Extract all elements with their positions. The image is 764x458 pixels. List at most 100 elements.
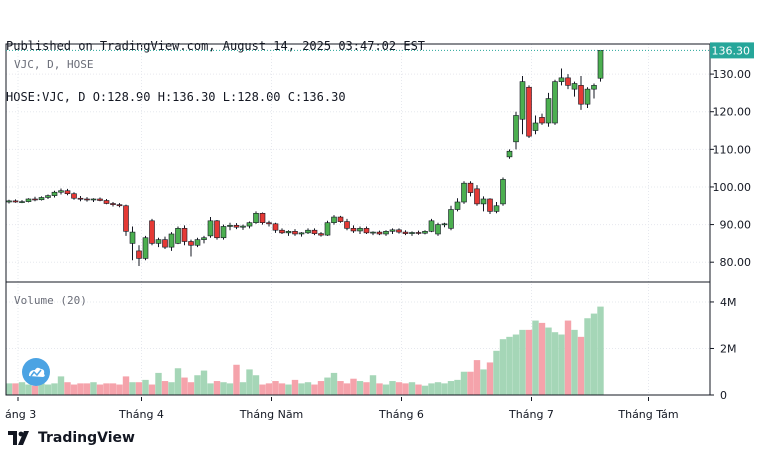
volume-bar xyxy=(51,383,58,395)
volume-bar xyxy=(90,382,97,395)
candle-up xyxy=(454,201,461,210)
volume-bar xyxy=(493,350,500,395)
candle-up xyxy=(383,231,389,235)
candle-down xyxy=(181,228,188,242)
volume-bar xyxy=(389,381,396,395)
candle-down xyxy=(12,200,19,203)
volume-bar xyxy=(441,383,448,395)
candle-up xyxy=(324,222,331,236)
candle-up xyxy=(168,233,175,248)
candle-up xyxy=(506,150,513,158)
volume-bar xyxy=(83,383,91,395)
volume-bar xyxy=(207,383,214,395)
candle-down xyxy=(259,212,266,223)
last-price-label: 136.30 xyxy=(712,44,751,57)
candle-down xyxy=(565,77,571,86)
candlesticks xyxy=(6,50,604,266)
candle-up xyxy=(513,115,519,143)
candle-up xyxy=(38,197,45,201)
candle-up xyxy=(519,81,526,120)
volume-bar xyxy=(285,384,292,395)
plot-border xyxy=(5,43,711,396)
last-price-badge xyxy=(710,42,754,59)
candle-up xyxy=(285,231,292,234)
candle-down xyxy=(162,239,168,248)
volume-bar xyxy=(395,382,403,395)
tradingview-cloud-icon[interactable] xyxy=(22,358,50,386)
symbol-legend: VJC, D, HOSE xyxy=(14,58,93,71)
volume-bar xyxy=(181,377,188,395)
candle-up xyxy=(207,220,214,237)
volume-bar xyxy=(577,336,585,395)
candle-down xyxy=(363,228,370,234)
candle-up xyxy=(545,98,552,124)
candle-up xyxy=(51,191,58,196)
candle-up xyxy=(571,83,578,90)
candle-up xyxy=(558,77,565,82)
volume-bar xyxy=(259,384,266,395)
volume-bar xyxy=(122,376,130,395)
volume-bar xyxy=(220,382,227,395)
candle-down xyxy=(84,198,90,201)
price-tick-label: 100.00 xyxy=(713,181,752,194)
volume-bar xyxy=(428,383,435,395)
volume-bar xyxy=(376,383,383,395)
candle-down xyxy=(337,216,344,222)
candle-down xyxy=(77,197,84,200)
volume-bar xyxy=(337,381,344,395)
volume-bar xyxy=(324,377,331,395)
volume-bar xyxy=(70,384,78,395)
volume-bar xyxy=(408,382,416,395)
candle-up xyxy=(253,212,259,223)
price-tick-label: 120.00 xyxy=(713,106,752,119)
candle-down xyxy=(402,231,409,234)
volume-bar xyxy=(187,382,195,395)
candle-down xyxy=(467,182,474,193)
candle-up xyxy=(461,182,467,203)
candle-up xyxy=(441,223,448,226)
time-tick-label: áng 3 xyxy=(5,408,36,421)
candle-down xyxy=(578,85,584,105)
tradingview-logo[interactable]: TradingView xyxy=(8,430,135,446)
candle-up xyxy=(305,229,311,234)
candle-down xyxy=(123,205,129,232)
volume-tick-label: 2M xyxy=(720,342,737,355)
candle-down xyxy=(318,233,324,236)
volume-bar xyxy=(304,382,312,395)
volume-bar xyxy=(564,320,572,395)
volume-bar xyxy=(129,382,136,395)
volume-bar xyxy=(545,327,552,395)
candle-up xyxy=(409,232,415,234)
candle-up xyxy=(428,220,435,232)
price-tick-label: 110.00 xyxy=(713,143,752,156)
volume-bar xyxy=(213,381,221,395)
candle-down xyxy=(214,220,220,239)
candle-down xyxy=(233,225,240,228)
candle-up xyxy=(90,198,97,201)
candle-up xyxy=(194,239,201,246)
volume-bar xyxy=(571,329,578,395)
volume-bar xyxy=(226,383,234,395)
candle-down xyxy=(136,250,142,259)
volume-bar xyxy=(506,336,513,395)
tradingview-logo-icon xyxy=(8,431,29,445)
volume-bar xyxy=(135,382,143,395)
volume-bar xyxy=(155,372,162,395)
time-tick-label: Tháng Năm xyxy=(239,408,304,421)
volume-legend: Volume (20) xyxy=(14,294,87,307)
price-axis: 80.00 90.00 100.00 110.00 120.00 130.00 xyxy=(710,68,751,269)
candle-up xyxy=(389,229,396,232)
candle-up xyxy=(552,81,558,124)
volume-bar xyxy=(272,381,279,395)
candle-down xyxy=(396,229,402,233)
volume-bar xyxy=(77,383,84,395)
candle-up xyxy=(422,231,428,234)
volume-tick-label: 0 xyxy=(720,389,727,402)
volume-bar xyxy=(44,384,52,395)
candle-down xyxy=(526,86,532,137)
candle-up xyxy=(240,225,246,228)
volume-bar xyxy=(298,383,305,395)
volume-bar xyxy=(486,362,494,395)
candle-up xyxy=(175,228,181,244)
